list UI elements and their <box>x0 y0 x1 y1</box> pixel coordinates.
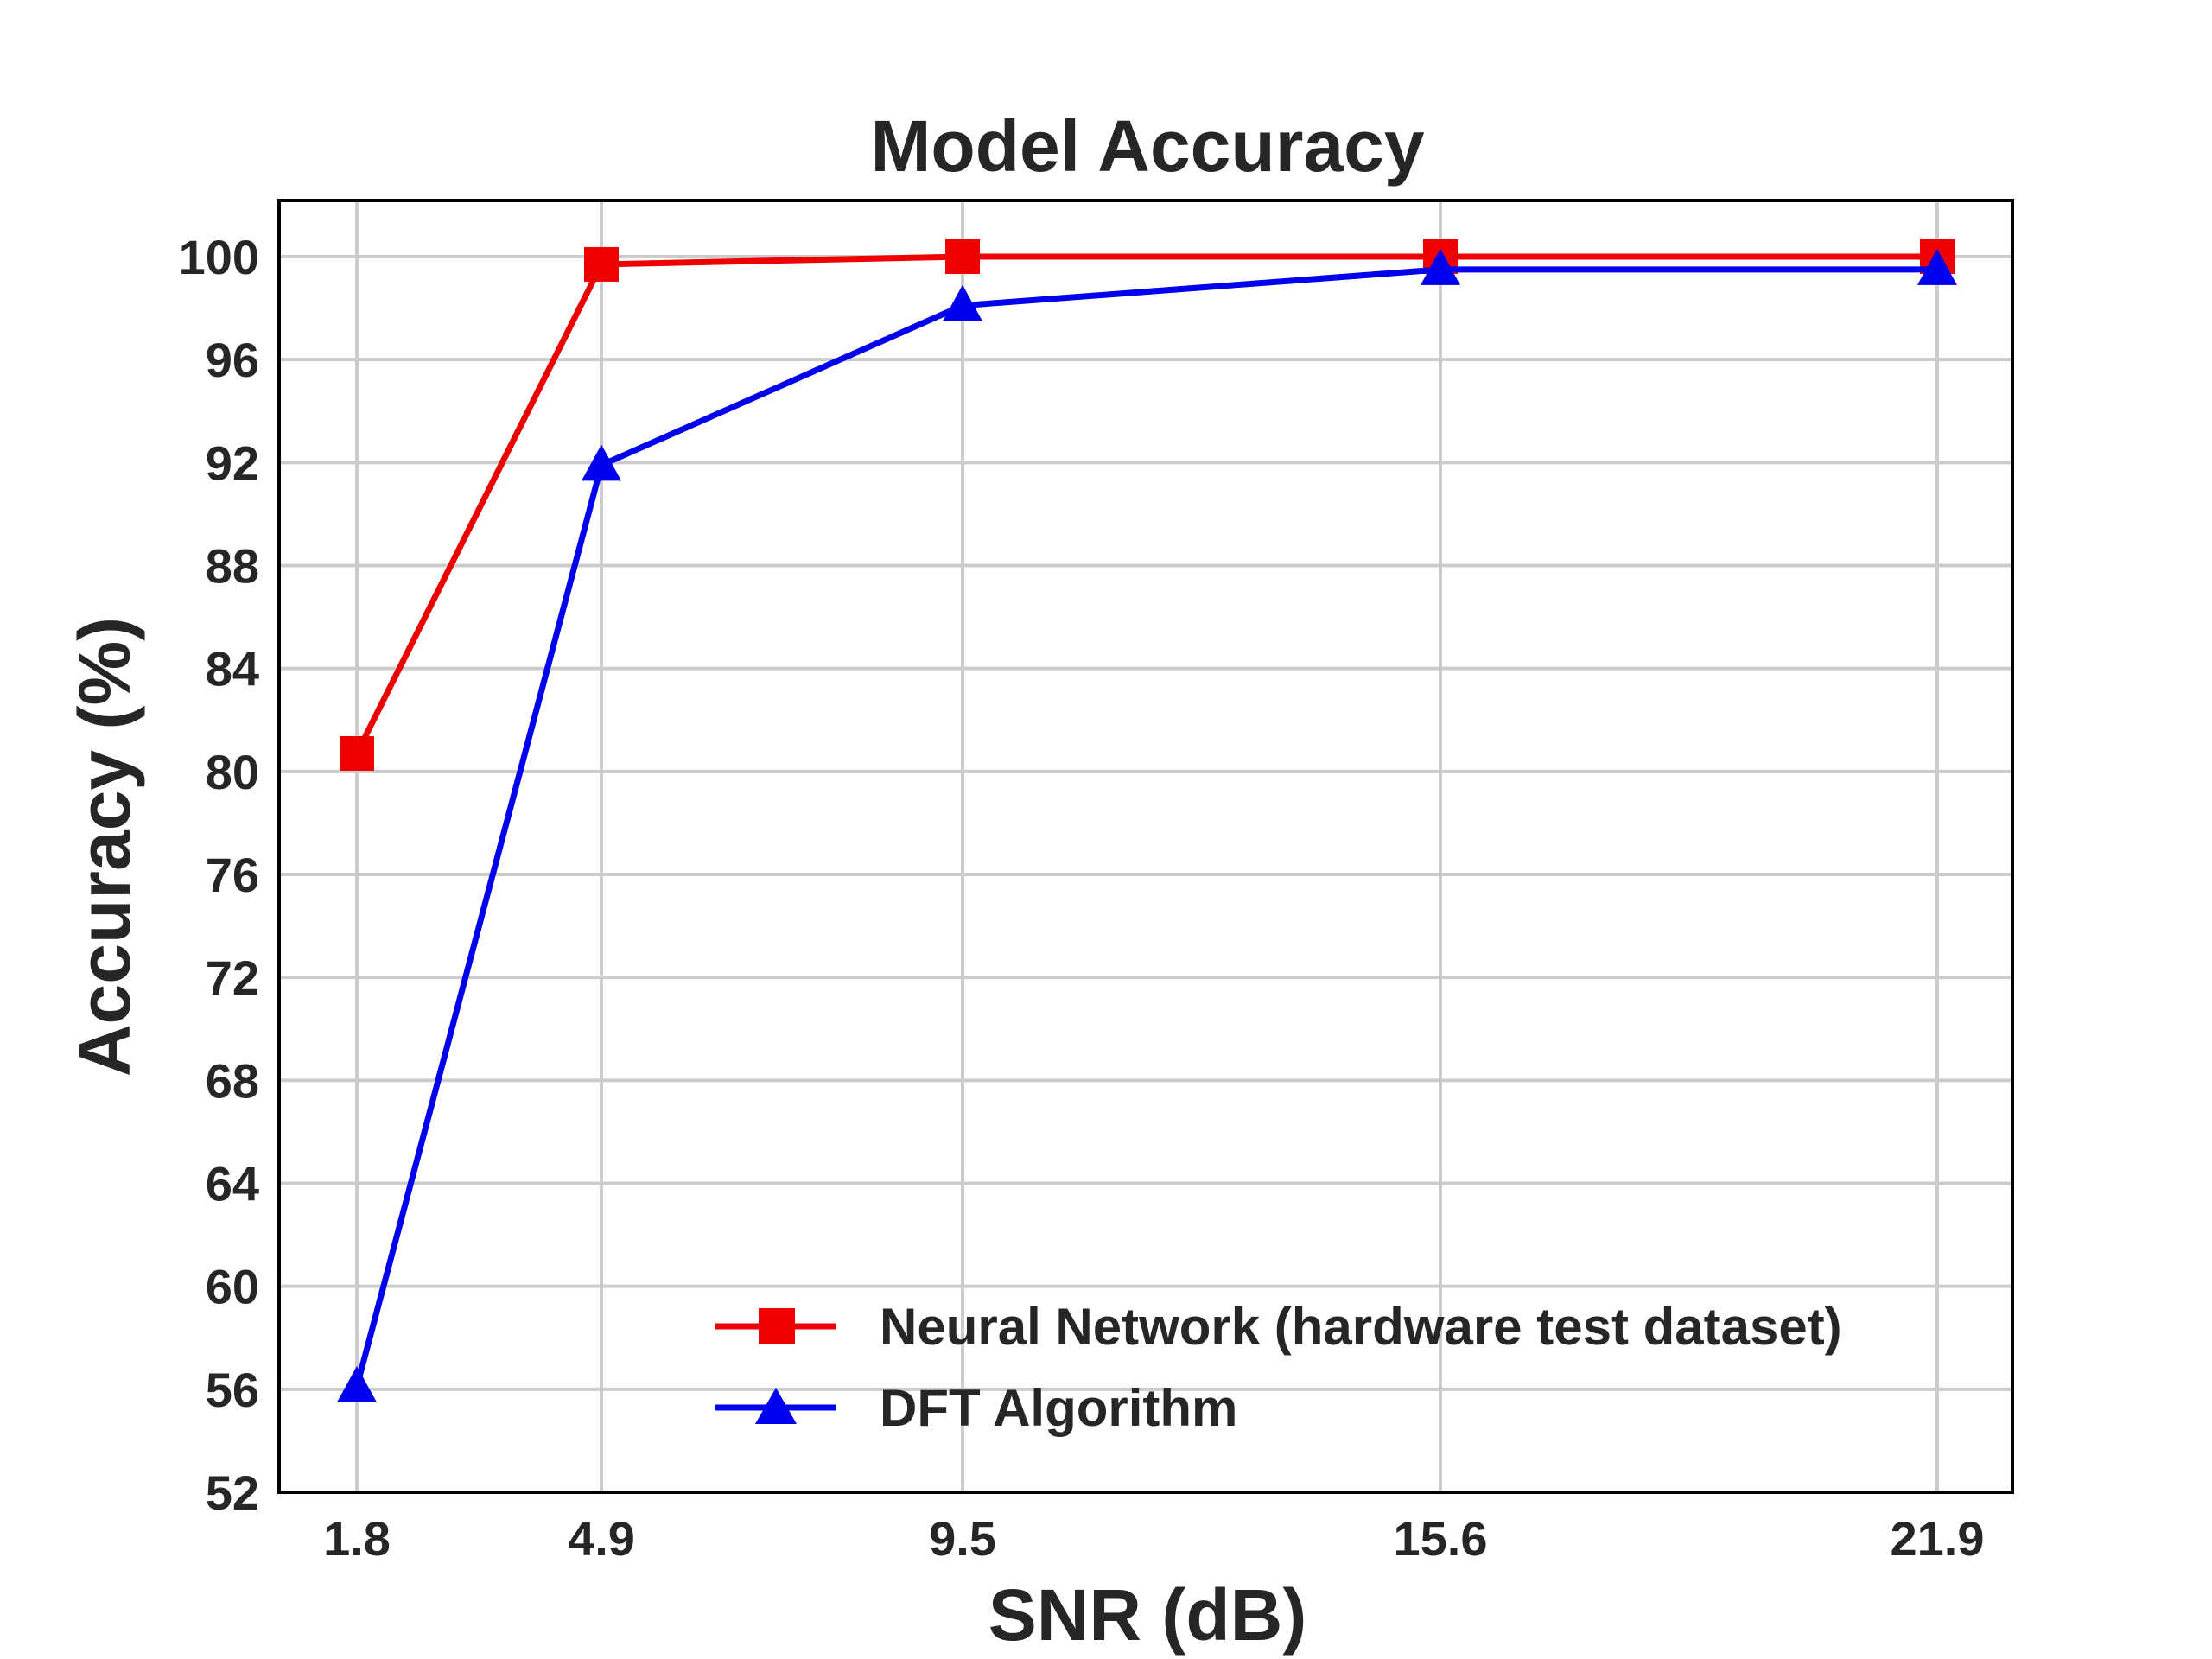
plot-frame <box>277 199 2014 1494</box>
y-tick-label-60: 60 <box>206 1260 259 1314</box>
y-tick-label-84: 84 <box>206 642 259 696</box>
point-dft-algorithm-21-9 <box>1917 248 1957 285</box>
x-tick-label-9-5: 9.5 <box>929 1511 996 1566</box>
x-tick-label-15-6: 15.6 <box>1394 1511 1488 1566</box>
point-dft-algorithm-15-6 <box>1421 248 1460 285</box>
legend-marker-triangle <box>755 1388 797 1424</box>
x-tick-label-1-8: 1.8 <box>323 1511 391 1566</box>
legend-entry-dft-algorithm: DFT Algorithm <box>715 1379 1237 1437</box>
y-tick-label-100: 100 <box>179 230 259 284</box>
y-tick-label-64: 64 <box>206 1157 259 1211</box>
series <box>337 239 1957 1402</box>
point-dft-algorithm-1-8 <box>337 1365 377 1402</box>
legend-entry-neural-network: Neural Network (hardware test dataset) <box>715 1298 1842 1356</box>
x-tick-label-21-9: 21.9 <box>1891 1511 1985 1566</box>
y-tick-labels: 52 56 60 64 68 72 76 80 84 88 92 96 100 <box>179 230 259 1520</box>
point-neural-network-hardware-test-dataset-1-8 <box>340 735 374 771</box>
y-tick-label-72: 72 <box>206 950 259 1005</box>
y-tick-label-56: 56 <box>206 1363 259 1417</box>
x-tick-labels: 1.8 4.9 9.5 15.6 21.9 <box>323 1511 1984 1566</box>
y-axis-label: Accuracy (%) <box>64 617 145 1077</box>
y-tick-label-88: 88 <box>206 539 259 594</box>
y-tick-label-68: 68 <box>206 1053 259 1108</box>
point-dft-algorithm-4-9 <box>582 444 621 481</box>
legend-marker-square <box>759 1308 795 1344</box>
y-tick-label-52: 52 <box>206 1465 259 1520</box>
point-neural-network-hardware-test-dataset-9-5 <box>945 239 980 274</box>
point-neural-network-hardware-test-dataset-4-9 <box>584 246 619 282</box>
series-line-dft-algorithm <box>353 266 1937 1388</box>
legend-label-dft-algorithm: DFT Algorithm <box>880 1379 1237 1437</box>
x-tick-label-4-9: 4.9 <box>568 1511 635 1566</box>
y-tick-label-76: 76 <box>206 848 259 902</box>
legend: Neural Network (hardware test dataset) D… <box>715 1298 1842 1437</box>
y-tick-label-96: 96 <box>206 333 259 387</box>
chart-title: Model Accuracy <box>870 105 1424 187</box>
y-tick-label-80: 80 <box>206 745 259 799</box>
legend-label-neural-network: Neural Network (hardware test dataset) <box>880 1298 1842 1356</box>
y-tick-label-92: 92 <box>206 435 259 490</box>
grid <box>279 200 2012 1492</box>
point-dft-algorithm-9-5 <box>943 284 982 321</box>
x-axis-label: SNR (dB) <box>988 1574 1307 1656</box>
